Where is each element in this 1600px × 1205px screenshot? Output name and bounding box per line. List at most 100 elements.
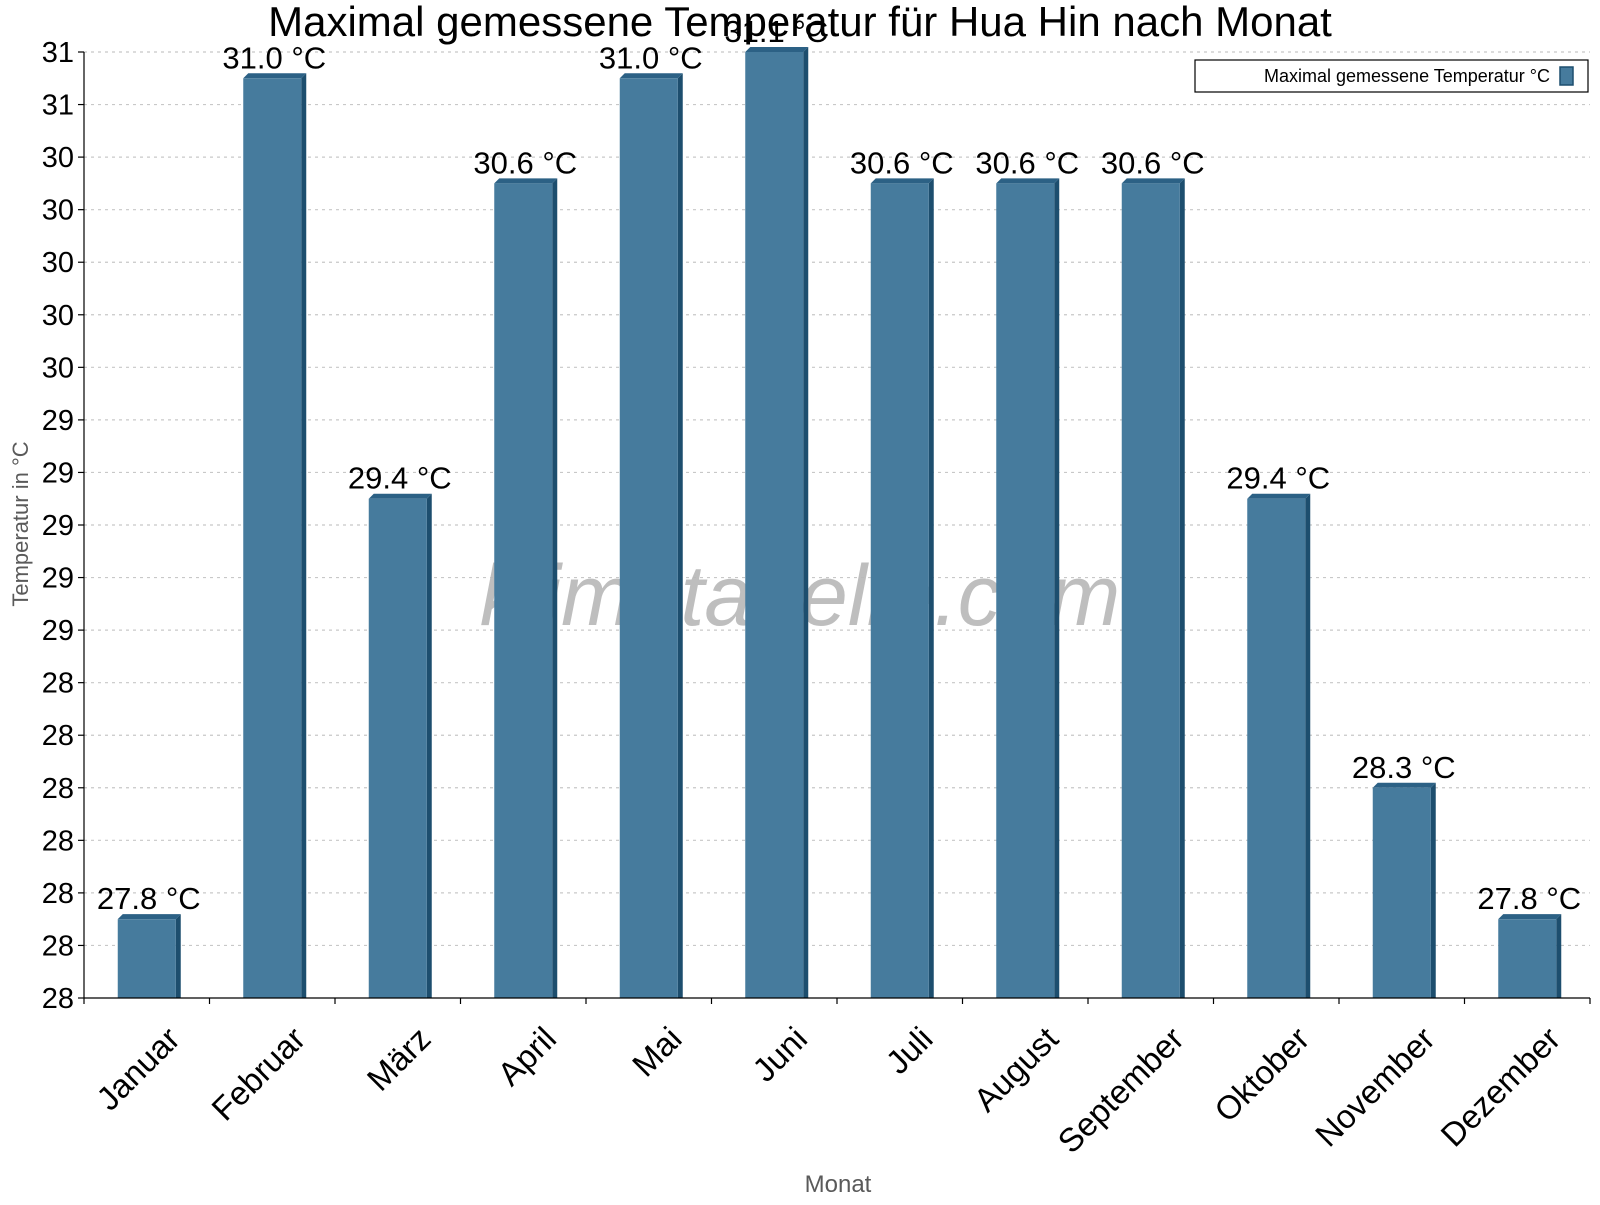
bar-side: [426, 493, 432, 998]
bar-top: [619, 73, 683, 79]
x-tick-label: Mai: [625, 1020, 689, 1084]
bar-mai: [619, 73, 683, 999]
legend-label: Maximal gemessene Temperatur °C: [1264, 66, 1550, 86]
data-label: 29.4 °C: [348, 461, 452, 496]
bar-side: [928, 178, 934, 998]
bar-side: [677, 73, 683, 999]
bar-side: [552, 178, 558, 998]
y-tick-label: 28: [42, 773, 74, 805]
bar-august: [996, 178, 1060, 998]
bar-front: [1121, 183, 1180, 998]
bars: [117, 47, 1562, 999]
x-tick-label: Dezember: [1433, 1020, 1567, 1154]
bar-juni: [745, 47, 809, 998]
bar-side: [301, 73, 307, 999]
y-tick-label: 28: [42, 878, 74, 910]
bar-side: [803, 47, 809, 998]
bar-front: [1498, 919, 1557, 998]
bar-juli: [870, 178, 934, 998]
y-tick-label: 29: [42, 405, 74, 437]
data-labels: 27.8 °C 31.0 °C 29.4 °C 30.6 °C 31.0 °C 31.1 …: [97, 14, 1581, 916]
bar-side: [1054, 178, 1060, 998]
y-tick-label: 31: [42, 37, 74, 69]
x-tick-label: November: [1308, 1020, 1442, 1154]
x-tick-label: August: [966, 1020, 1065, 1119]
bar-top: [1247, 493, 1311, 499]
bar-front: [117, 919, 176, 998]
x-axis-title: Monat: [805, 1171, 872, 1198]
bar-front: [870, 183, 929, 998]
y-tick-label: 28: [42, 983, 74, 1015]
bar-side: [1556, 914, 1562, 998]
legend-box: [1194, 59, 1589, 93]
data-label: 30.6 °C: [975, 145, 1079, 180]
y-tick-label: 29: [42, 615, 74, 647]
bar-front: [996, 183, 1055, 998]
bar-top: [870, 178, 934, 184]
y-tick-label: 31: [42, 90, 74, 122]
y-axis-title: Temperatur in °C: [8, 441, 33, 606]
data-label: 30.6 °C: [473, 145, 577, 180]
bar-september: [1121, 178, 1185, 998]
data-label: 31.1 °C: [724, 14, 828, 49]
data-label: 29.4 °C: [1226, 461, 1330, 496]
bar-top: [117, 914, 181, 920]
bar-front: [368, 498, 427, 998]
bar-side: [1305, 493, 1311, 998]
bar-top: [1498, 914, 1562, 920]
gridlines: [84, 51, 1590, 947]
bar-oktober: [1247, 493, 1311, 998]
y-tick-label: 30: [42, 352, 74, 384]
y-tick-label: 28: [42, 825, 74, 857]
y-tick-label: 29: [42, 563, 74, 595]
bar-november: [1372, 782, 1436, 998]
y-tick-label: 29: [42, 510, 74, 542]
bar-front: [1372, 787, 1431, 998]
bar-januar: [117, 914, 181, 998]
bar-top: [745, 47, 809, 52]
chart-title: Maximal gemessene Temperatur für Hua Hin…: [268, 0, 1332, 45]
y-tick-label: 28: [42, 720, 74, 752]
bar-top: [368, 493, 432, 499]
data-label: 31.0 °C: [599, 40, 703, 75]
y-tick-label: 28: [42, 930, 74, 962]
bar-dezember: [1498, 914, 1562, 998]
bar-top: [494, 178, 558, 184]
data-label: 27.8 °C: [97, 881, 201, 916]
x-tick-label: Januar: [89, 1020, 187, 1118]
y-tick-label: 30: [42, 247, 74, 279]
y-tick-label: 29: [42, 457, 74, 489]
y-tick-label: 28: [42, 668, 74, 700]
y-tick-label: 30: [42, 142, 74, 174]
bar-februar: [243, 73, 307, 999]
x-tick-label: Oktober: [1207, 1020, 1316, 1129]
bar-top: [243, 73, 307, 79]
x-tick-label: Juni: [745, 1020, 814, 1089]
bar-märz: [368, 493, 432, 998]
data-label: 28.3 °C: [1352, 750, 1456, 785]
data-label: 30.6 °C: [1101, 145, 1205, 180]
bar-front: [243, 78, 302, 999]
bar-front: [619, 78, 678, 999]
x-tick-label: Februar: [204, 1020, 312, 1128]
bar-april: [494, 178, 558, 998]
bar-side: [1179, 178, 1185, 998]
x-tick-label: April: [490, 1020, 563, 1093]
bar-front: [1247, 498, 1306, 998]
bar-side: [175, 914, 181, 998]
bar-side: [1430, 782, 1436, 998]
bar-front: [745, 52, 804, 998]
y-tick-label: 30: [42, 300, 74, 332]
x-tick-label: September: [1050, 1020, 1190, 1160]
bar-top: [1121, 178, 1185, 184]
bar-front: [494, 183, 553, 998]
x-tick-label: März: [360, 1020, 438, 1098]
data-label: 27.8 °C: [1477, 881, 1581, 916]
bar-top: [996, 178, 1060, 184]
bar-top: [1372, 782, 1436, 788]
y-tick-label: 30: [42, 195, 74, 227]
legend-swatch: [1559, 66, 1574, 86]
x-tick-label: Juli: [878, 1020, 939, 1081]
